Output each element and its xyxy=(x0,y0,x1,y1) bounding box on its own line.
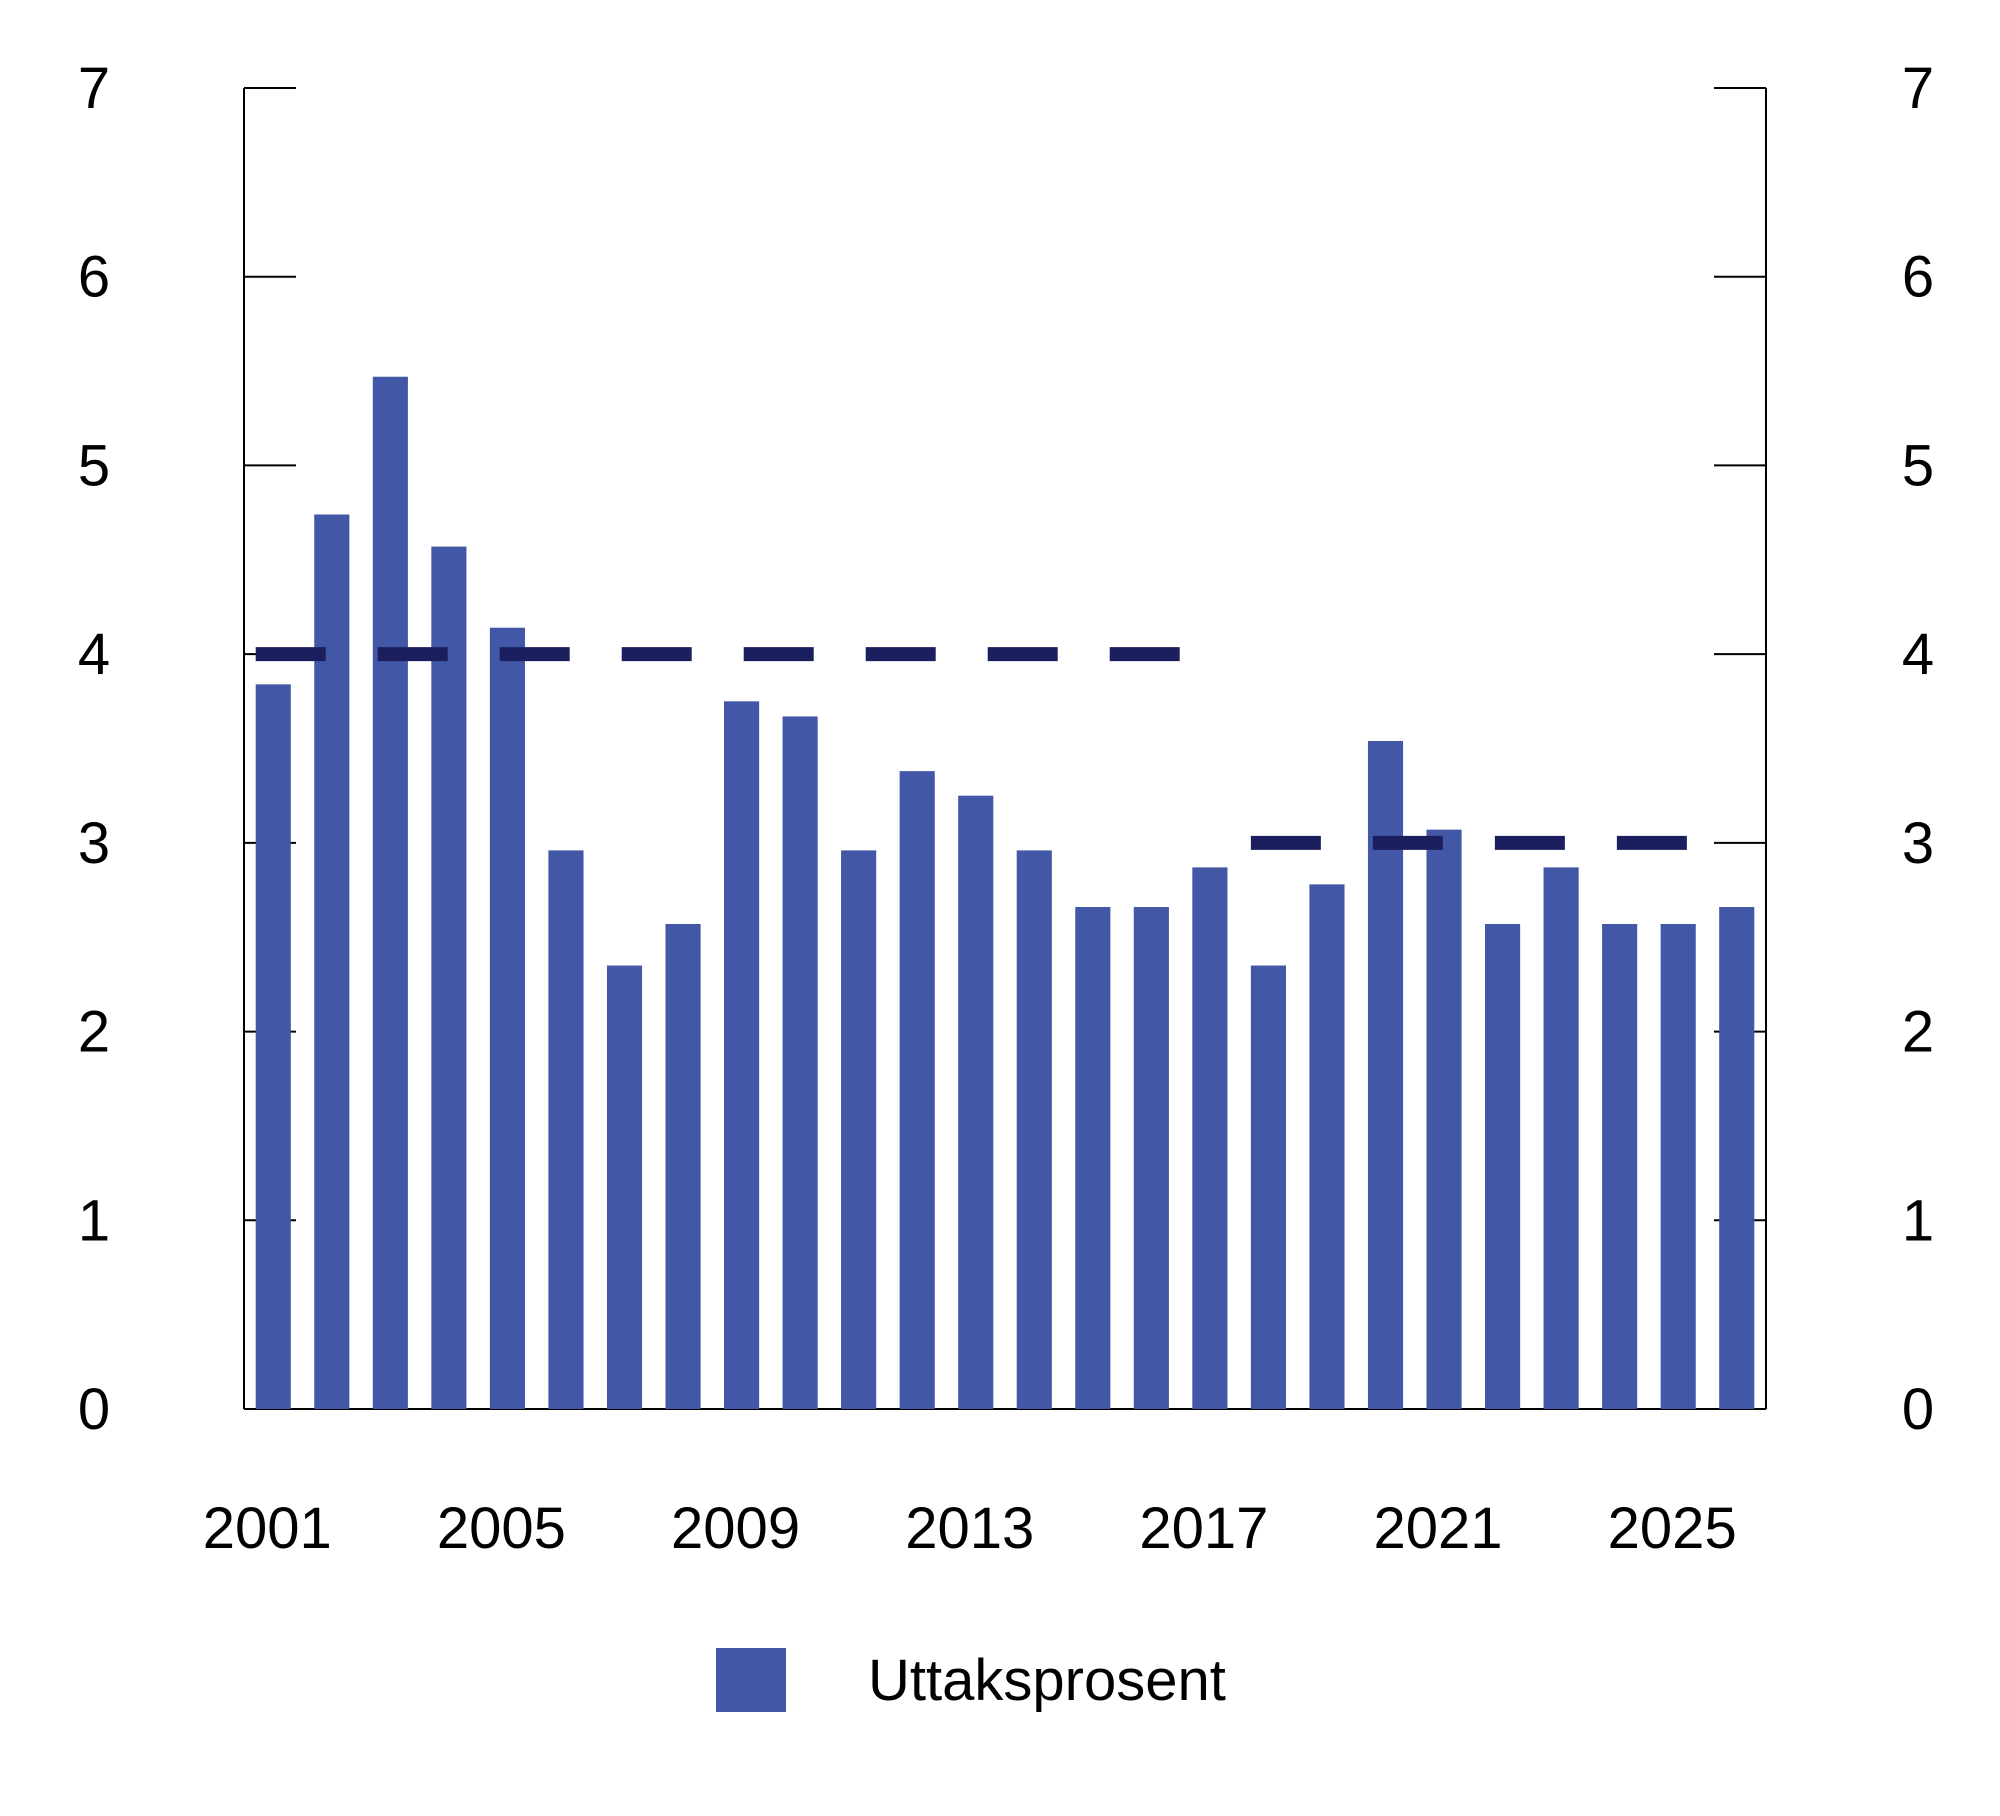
bar-2003 xyxy=(372,376,408,1409)
y-tick-label-left: 7 xyxy=(78,56,110,121)
bar-2021 xyxy=(1426,829,1462,1409)
y-tick-label-left: 2 xyxy=(78,1000,110,1065)
x-axis-labels: 2001 2005 2009 2013 2017 2021 2025 xyxy=(203,1496,1737,1561)
bar-2024 xyxy=(1602,924,1638,1409)
y-tick-label-right: 6 xyxy=(1902,245,1934,310)
y-tick-label-right: 7 xyxy=(1902,56,1934,121)
bar-2001 xyxy=(255,684,291,1409)
bar-2009 xyxy=(724,701,760,1409)
x-tick-label: 2025 xyxy=(1608,1496,1737,1561)
reference-lines xyxy=(255,647,1696,850)
axes xyxy=(243,87,1767,1410)
x-tick-label: 2021 xyxy=(1374,1496,1503,1561)
bar-2014 xyxy=(1016,850,1052,1409)
bar-2005 xyxy=(489,627,525,1409)
bar-2023 xyxy=(1543,867,1579,1409)
y-tick-label-left: 0 xyxy=(78,1377,110,1442)
y-tick-label-left: 3 xyxy=(78,811,110,876)
bar-2002 xyxy=(314,514,350,1409)
bar-2022 xyxy=(1485,924,1521,1409)
y-tick-label-left: 1 xyxy=(78,1188,110,1253)
y-tick-label-left: 5 xyxy=(78,433,110,498)
y-tick-label-right: 2 xyxy=(1902,1000,1934,1065)
legend-swatch xyxy=(716,1648,786,1712)
legend-label: Uttaksprosent xyxy=(868,1648,1226,1713)
y-axis-left-labels: 0 1 2 3 4 5 6 7 xyxy=(78,56,110,1442)
bar-2012 xyxy=(899,771,935,1409)
bar-2008 xyxy=(665,924,701,1409)
x-tick-label: 2013 xyxy=(905,1496,1034,1561)
bar-2026 xyxy=(1719,907,1755,1409)
y-tick-label-right: 1 xyxy=(1902,1188,1934,1253)
x-tick-label: 2001 xyxy=(203,1496,332,1561)
bar-2018 xyxy=(1250,965,1286,1409)
legend: Uttaksprosent xyxy=(716,1648,1226,1713)
bar-2025 xyxy=(1660,924,1696,1409)
bar-2006 xyxy=(548,850,584,1409)
bar-2019 xyxy=(1309,884,1345,1409)
bar-2007 xyxy=(606,965,643,1409)
bars xyxy=(255,376,1755,1409)
bar-2020 xyxy=(1367,740,1404,1409)
bar-2015 xyxy=(1075,907,1111,1409)
y-axis-right-labels: 0 1 2 3 4 5 6 7 xyxy=(1902,56,1934,1442)
bar-2004 xyxy=(431,546,467,1409)
bar-2017 xyxy=(1192,867,1228,1409)
y-tick-label-right: 3 xyxy=(1902,811,1934,876)
bar-2016 xyxy=(1133,907,1169,1409)
y-tick-label-left: 4 xyxy=(78,622,110,687)
y-tick-label-right: 0 xyxy=(1902,1377,1934,1442)
y-tick-label-right: 5 xyxy=(1902,433,1934,498)
bar-2010 xyxy=(782,716,818,1409)
bar-2013 xyxy=(958,795,994,1409)
x-tick-label: 2009 xyxy=(671,1496,800,1561)
y-tick-label-left: 6 xyxy=(78,245,110,310)
x-tick-label: 2005 xyxy=(437,1496,566,1561)
bar-2011 xyxy=(841,850,877,1409)
y-tick-label-right: 4 xyxy=(1902,622,1934,687)
x-tick-label: 2017 xyxy=(1139,1496,1268,1561)
